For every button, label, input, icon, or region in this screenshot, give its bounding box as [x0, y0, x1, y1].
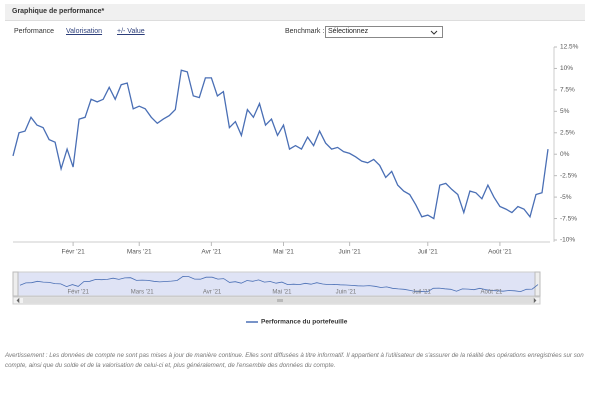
x-tick-label: Août '21: [488, 249, 512, 256]
y-tick-label: -5%: [560, 194, 572, 201]
y-tick-label: -10%: [560, 237, 575, 244]
y-tick-label: 5%: [560, 108, 570, 115]
navigator-label: Mars '21: [131, 290, 154, 296]
scroll-icons: [16, 297, 537, 304]
y-tick-label: 12.5%: [560, 44, 579, 51]
y-tick-label: 7.5%: [560, 87, 575, 94]
navigator-label: Avr '21: [203, 290, 222, 296]
navigator-line: [19, 275, 539, 293]
navigator-label: Juil '21: [412, 290, 431, 296]
disclaimer: Avertissement : Les données de compte ne…: [5, 352, 584, 369]
series-line: [12, 69, 549, 220]
select-arrow: [430, 30, 438, 35]
legend-label: Performance du portefeuille: [261, 319, 348, 326]
x-tick-label: Mars '21: [127, 249, 152, 256]
navigator-handle[interactable]: [534, 271, 541, 297]
x-tick-label: Avr '21: [201, 249, 221, 256]
benchmark-label: Benchmark :: [285, 28, 325, 35]
header: Graphique de performance*: [5, 4, 585, 21]
y-tick-label: -2.5%: [560, 172, 577, 179]
navigator-label: Juin '21: [336, 290, 357, 296]
y-tick-label: -7.5%: [560, 215, 577, 222]
y-tick-label: 2.5%: [560, 129, 575, 136]
tab[interactable]: Performance: [14, 28, 55, 35]
navigator-label: Août '21: [481, 290, 503, 296]
x-tick-label: Mai '21: [273, 249, 294, 256]
navigator-handle[interactable]: [12, 271, 19, 297]
chart: Performance du portefeuille -10% -7.5% -5%…: [12, 44, 579, 326]
y-tick-label: 10%: [560, 65, 573, 72]
header-title: Graphique de performance*: [12, 8, 105, 15]
tab[interactable]: +/- Value: [117, 28, 145, 35]
navigator-label: Févr '21: [67, 290, 89, 296]
x-tick-label: Juil '21: [418, 249, 438, 256]
tab[interactable]: Valorisation: [66, 28, 103, 35]
select-text: Sélectionnez: [328, 28, 369, 35]
x-tick-label: Juin '21: [339, 249, 362, 256]
navigator: [17, 271, 541, 297]
y-tick-label: 0%: [560, 151, 570, 158]
x-tick-label: Févr '21: [61, 249, 85, 256]
navigator-label: Mai '21: [272, 290, 292, 296]
benchmark-select[interactable]: Sélectionnez: [325, 26, 443, 38]
